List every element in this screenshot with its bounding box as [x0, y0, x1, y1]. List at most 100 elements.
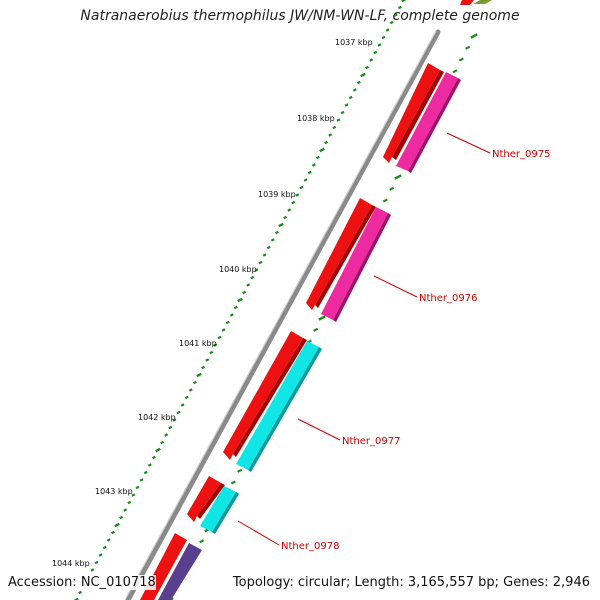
scale-tick-minor — [184, 395, 189, 400]
scale-label-1039: 1039 kbp — [258, 190, 296, 199]
scale-label-1038: 1038 kbp — [297, 114, 335, 123]
scale-tick-minor — [221, 328, 226, 332]
gene-lane-tick-minor — [465, 45, 471, 50]
scale-label-1043: 1043 kbp — [95, 487, 133, 496]
scale-tick-minor — [283, 215, 288, 220]
gene-label-0976[interactable]: Nther_0976 — [419, 293, 477, 304]
gene-red-0976[interactable] — [306, 198, 372, 310]
gene-red-0976-edge — [315, 205, 376, 308]
gene-lane-tick-minor — [313, 327, 319, 332]
gene-cyan-0978[interactable] — [200, 486, 236, 532]
scale-tick-minor — [328, 133, 333, 137]
scale-tick-minor — [315, 155, 320, 160]
scale-tick-minor — [110, 530, 115, 535]
scale-tick-minor — [176, 410, 181, 415]
gene-pink-0976[interactable] — [321, 207, 388, 320]
scale-tick-minor — [299, 185, 304, 190]
scale-tick-minor — [98, 553, 103, 557]
scale-tick-minor — [246, 283, 251, 287]
genome-backbone-highlight — [125, 30, 437, 599]
gene-label-0978[interactable]: Nther_0978 — [281, 541, 339, 552]
gene-red-0975-edge — [392, 70, 444, 160]
gene-red-0977-edge — [233, 338, 307, 457]
scale-tick-minor — [229, 313, 234, 317]
scale-tick-major — [401, 0, 407, 3]
scale-tick-minor — [348, 95, 353, 100]
scale-tick-minor — [287, 208, 292, 212]
scale-tick-minor — [143, 470, 148, 475]
gene-lane-tick-minor — [230, 480, 236, 485]
scale-tick-minor — [356, 80, 361, 85]
scale-tick-minor — [135, 485, 140, 490]
scale-tick-major — [73, 597, 79, 600]
scale-tick-minor — [242, 290, 247, 295]
scale-tick-minor — [270, 238, 275, 242]
gene-lane-tick-minor — [237, 468, 243, 473]
scale-tick-minor — [324, 140, 329, 145]
scale-tick-minor — [139, 478, 144, 482]
scale-tick-major — [196, 372, 202, 378]
scale-tick-minor — [192, 380, 197, 385]
map-title: Natranaerobius thermophilus JW/NM-WN-LF,… — [80, 8, 520, 24]
scale-tick-minor — [205, 358, 210, 362]
gene-pink-0976-edge — [333, 213, 391, 322]
scale-tick-minor — [106, 538, 111, 542]
scale-tick-minor — [340, 110, 345, 115]
scale-tick-minor — [78, 590, 83, 595]
gene-lane-tick-minor — [452, 69, 458, 74]
gene-label-0975[interactable]: Nther_0975 — [492, 149, 550, 160]
scale-tick-minor — [373, 50, 378, 55]
gene-red-partial-top[interactable] — [460, 0, 474, 5]
gene-purple-partial-bottom[interactable] — [158, 543, 202, 600]
scale-tick-minor — [90, 568, 95, 572]
scale-tick-minor — [336, 118, 341, 122]
scale-label-1037: 1037 kbp — [335, 38, 373, 47]
scale-tick-minor — [365, 65, 370, 70]
gene-lane-tick-minor — [458, 57, 464, 62]
gene-red-0975[interactable] — [383, 63, 440, 163]
gene-olive-partial-top[interactable] — [473, 0, 492, 4]
scale-tick-minor — [213, 343, 218, 347]
gene-lane-tick-minor — [199, 539, 205, 544]
scale-tick-major — [360, 72, 366, 78]
scale-tick-minor — [225, 320, 230, 325]
gene-cyan-0977-edge — [248, 347, 322, 472]
gene-lane-tick-minor — [382, 198, 388, 203]
gene-red-0978[interactable] — [187, 476, 221, 522]
scale-tick-major — [237, 297, 243, 303]
scale-tick-minor — [127, 500, 132, 505]
scale-tick-minor — [254, 268, 259, 272]
scale-tick-minor — [307, 170, 312, 175]
gene-label-0977[interactable]: Nther_0977 — [342, 436, 400, 447]
scale-tick-minor — [369, 58, 374, 62]
genome-summary-text: Topology: circular; Length: 3,165,557 bp… — [232, 575, 590, 590]
gene-red-0977[interactable] — [223, 331, 303, 460]
scale-tick-minor — [303, 178, 308, 182]
gene-pink-0975-edge — [408, 78, 461, 173]
gene-red-0978-edge — [197, 483, 225, 519]
gene-pink-0975[interactable] — [396, 72, 458, 171]
gene-cyan-0977[interactable] — [236, 341, 319, 470]
scale-tick-minor — [131, 493, 136, 497]
scale-tick-major — [319, 147, 325, 153]
gene-cyan-0978-edge — [212, 492, 239, 534]
scale-tick-minor — [397, 5, 402, 10]
gene-lane-tick-major — [167, 597, 174, 600]
scale-tick-major — [155, 447, 161, 453]
scale-tick-minor — [250, 275, 255, 280]
scale-tick-minor — [201, 365, 206, 370]
accession-text: Accession: NC_010718 — [8, 575, 156, 590]
scale-tick-minor — [311, 163, 316, 167]
scale-tick-minor — [344, 103, 349, 107]
gene-lane-tick-minor — [389, 186, 395, 191]
scale-tick-minor — [262, 253, 267, 257]
scale-tick-minor — [123, 508, 128, 512]
gene-label-leaders — [237, 132, 491, 546]
scale-tick-minor — [147, 463, 152, 467]
scale-tick-major — [114, 522, 120, 528]
scale-tick-minor — [291, 200, 296, 205]
scale-tick-minor — [393, 13, 398, 17]
scale-tick-minor — [172, 418, 177, 422]
